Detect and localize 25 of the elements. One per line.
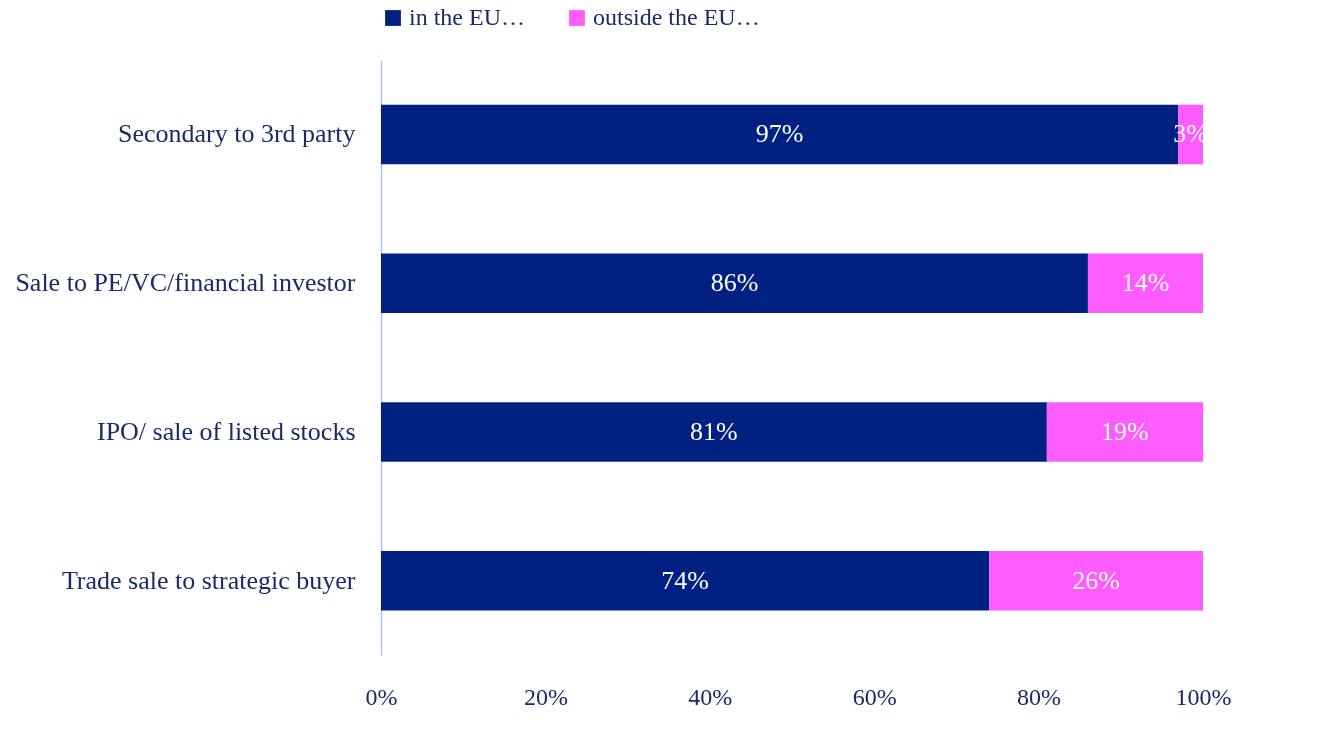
bar xyxy=(1087,253,1203,313)
y-tick-label: Sale to PE/VC/financial investor xyxy=(15,268,356,298)
data-label: 81% xyxy=(690,416,738,446)
x-tick-label: 80% xyxy=(1017,683,1062,710)
y-tick-label: Trade sale to strategic buyer xyxy=(61,565,356,595)
legend-label: in the EU… xyxy=(409,4,525,30)
data-label: 74% xyxy=(661,565,709,595)
y-tick-label: IPO/ sale of listed stocks xyxy=(96,416,356,446)
bar xyxy=(381,402,1047,462)
x-tick-label: 40% xyxy=(688,683,733,710)
data-label: 14% xyxy=(1121,268,1170,298)
data-label: 86% xyxy=(710,268,759,298)
data-label: 26% xyxy=(1072,565,1120,595)
y-tick-label: Secondary to 3rd party xyxy=(117,119,356,149)
data-label: 97% xyxy=(755,119,804,149)
x-tick-label: 0% xyxy=(365,683,398,710)
bar xyxy=(989,550,1203,611)
legend-label: outside the EU… xyxy=(593,4,760,30)
bar xyxy=(381,550,990,611)
x-tick-label: 60% xyxy=(852,683,897,710)
x-tick-label: 20% xyxy=(523,683,568,710)
data-label: 19% xyxy=(1101,416,1149,446)
bar xyxy=(381,253,1088,313)
x-tick-label: 100% xyxy=(1175,683,1232,710)
bar xyxy=(1046,402,1203,462)
